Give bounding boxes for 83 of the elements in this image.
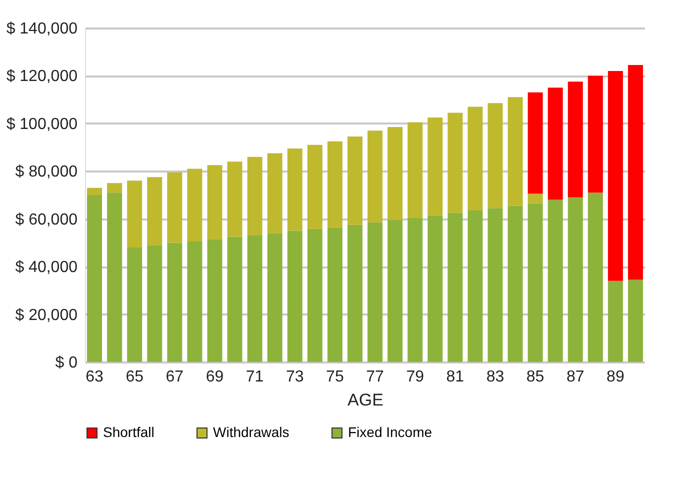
y-tick-label: $ 80,000: [15, 164, 78, 181]
bar: [608, 70, 623, 281]
x-tick-label: 83: [486, 368, 504, 386]
x-tick-label: 77: [366, 368, 384, 386]
x-tick-label: 69: [206, 368, 224, 386]
legend-label: Withdrawals: [213, 424, 290, 440]
bar: [347, 224, 362, 362]
x-tick-label: 81: [446, 368, 464, 386]
y-tick-label: $ 20,000: [15, 306, 78, 324]
bar: [147, 245, 162, 362]
bar: [127, 180, 142, 248]
bar: [307, 144, 322, 229]
y-tick-label: $ 100,000: [6, 116, 78, 133]
bar: [468, 106, 483, 211]
bar: [528, 203, 543, 362]
bar: [327, 227, 342, 362]
bar: [247, 236, 262, 362]
y-tick-label: $ 120,000: [6, 68, 78, 86]
y-tick-label: $ 60,000: [15, 211, 78, 228]
bar: [147, 177, 162, 246]
bar: [327, 141, 342, 228]
bar: [568, 82, 583, 198]
bar: [368, 222, 383, 362]
bar: [287, 230, 302, 362]
bar: [468, 210, 483, 362]
bar: [87, 188, 102, 195]
bar: [408, 218, 423, 362]
bar: [568, 197, 583, 362]
x-tick-label: 89: [606, 368, 624, 386]
x-tick-label: 65: [126, 368, 144, 386]
bar: [267, 153, 282, 234]
bar: [628, 64, 643, 280]
bar: [87, 195, 102, 362]
bar: [448, 112, 463, 213]
bar: [428, 117, 443, 216]
bar: [608, 280, 623, 362]
x-tick-label: 63: [86, 368, 104, 386]
bar: [107, 183, 122, 193]
bar: [187, 242, 202, 362]
bar: [588, 76, 603, 193]
bar: [528, 92, 543, 194]
bar: [528, 194, 543, 204]
bar: [187, 168, 202, 242]
y-tick-label: $ 0: [55, 354, 78, 372]
bar: [388, 127, 403, 220]
bar: [127, 247, 142, 362]
x-tick-label: 87: [566, 368, 584, 386]
bar: [448, 212, 463, 362]
y-tick-label: $ 40,000: [15, 259, 78, 276]
bar: [368, 130, 383, 222]
bar: [287, 148, 302, 231]
bar: [207, 239, 222, 362]
bar: [548, 88, 563, 200]
bar: [588, 192, 603, 362]
x-axis-title: AGE: [348, 390, 384, 410]
legend-label: Shortfall: [103, 424, 154, 440]
bar: [207, 165, 222, 240]
bar: [167, 242, 182, 362]
x-tick-label: 67: [166, 368, 184, 386]
bar: [227, 162, 242, 237]
bar: [488, 103, 503, 208]
legend-label: Fixed Income: [348, 424, 432, 440]
bar: [107, 192, 122, 362]
bar: [488, 208, 503, 362]
bar: [347, 136, 362, 225]
bar: [227, 236, 242, 362]
x-tick-label: 73: [286, 368, 304, 386]
bar: [628, 280, 643, 362]
bar: [508, 206, 523, 362]
bar: [247, 156, 262, 236]
bar: [307, 228, 322, 362]
bar: [267, 233, 282, 362]
x-tick-label: 85: [526, 368, 544, 386]
y-tick-label: $ 140,000: [6, 20, 78, 38]
bar: [548, 200, 563, 362]
x-tick-label: 79: [406, 368, 424, 386]
bar: [167, 172, 182, 243]
x-tick-label: 71: [246, 368, 264, 386]
bar: [388, 220, 403, 362]
bar: [508, 97, 523, 206]
bar: [408, 122, 423, 218]
x-tick-label: 75: [326, 368, 344, 386]
bar: [428, 215, 443, 362]
